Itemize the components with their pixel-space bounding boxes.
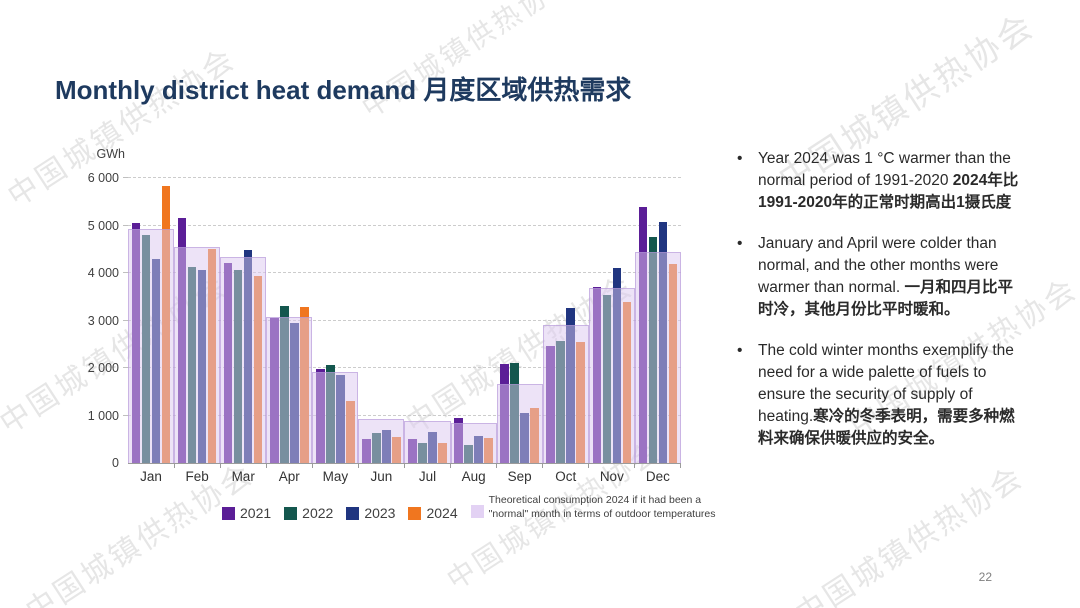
month-group-Jul [404, 178, 452, 468]
legend-label-2022: 2022 [302, 505, 334, 521]
bullet-2-text-en: January and April were colder than norma… [758, 235, 999, 296]
legend-item-2021: 2021 [222, 505, 271, 521]
month-group-Apr [266, 178, 313, 468]
y-axis-label-6000: 6 000 [87, 171, 119, 185]
bullet-marker: • [737, 235, 743, 252]
legend-label-2024: 2024 [426, 505, 458, 521]
x-axis-label-Mar: Mar [231, 469, 255, 484]
y-axis-label-4000: 4 000 [87, 266, 119, 280]
theoretical-bar-Nov [588, 288, 635, 463]
theoretical-bar-Oct [542, 324, 589, 463]
bullet-2-text-zh: 一月和四月比平时冷，其他月份比平时暖和。 [758, 279, 1013, 318]
gridline-6000 [128, 177, 681, 178]
month-group-Dec [634, 178, 682, 468]
bullet-3: • The cold winter months exemplify the ne… [735, 340, 1027, 450]
month-group-Jan [128, 178, 175, 468]
theoretical-bar-Mar [220, 257, 267, 463]
month-group-May [312, 178, 359, 468]
legend-item-2022: 2022 [284, 505, 333, 521]
legend-item-2024: 2024 [408, 505, 458, 521]
month-group-Feb [174, 178, 221, 468]
y-axis-label-3000: 3 000 [87, 313, 119, 328]
theoretical-bar-May [312, 371, 359, 463]
heat-demand-bar-chart: 0 1 000 2 000 3 000 4 000 5 000 6 000 [88, 171, 682, 470]
y-tick [123, 272, 128, 273]
y-axis-label-0: 0 [112, 456, 119, 470]
bullet-1-text-en: Year 2024 was 1 °C warmer than the norma… [758, 150, 1011, 189]
bullet-1: • Year 2024 was 1 °C warmer than the norm… [735, 148, 1027, 214]
x-axis-label-May: May [322, 469, 349, 484]
legend-label-2021: 2021 [240, 505, 272, 521]
bar-group-Aug [451, 178, 497, 463]
x-axis-label-Jun: Jun [370, 469, 393, 484]
bullet-marker: • [737, 150, 743, 167]
month-group-Nov [588, 178, 636, 468]
x-axis-labels: Jan Feb Mar Apr May Jun Jul Aug Sep Oct Nov Dec [128, 469, 681, 484]
month-group-Sep [496, 178, 544, 468]
legend-swatch-2021 [222, 506, 235, 520]
month-group-Mar [220, 178, 267, 468]
legend-label-theoretical: Theoretical consumption 2024 if it had b… [488, 494, 716, 520]
theoretical-bar-Jul [404, 421, 451, 463]
legend-swatch-2023 [346, 506, 360, 520]
y-tick [123, 319, 128, 321]
theoretical-bar-Jun [358, 418, 405, 463]
watermark-text: 中国城镇供热协会 [790, 460, 1030, 608]
month-group-Oct [542, 178, 590, 468]
bullet-3-text-zh: 寒冷的冬季表明，需要多种燃料来确保供暖供应的安全。 [758, 408, 1015, 447]
page-number: 22 [978, 570, 992, 584]
gridline-1000 [128, 414, 681, 416]
bullet-marker: • [737, 342, 743, 359]
x-axis-label-Oct: Oct [555, 469, 577, 484]
x-axis-label-Aug: Aug [461, 469, 486, 484]
x-axis-label-Jan: Jan [140, 469, 162, 484]
slide-title: Monthly district heat demand 月度区域供热需求 [55, 75, 632, 105]
x-axis-label-Sep: Sep [507, 469, 532, 484]
y-axis-label-1000: 1 000 [87, 408, 119, 423]
x-axis-label-Apr: Apr [278, 469, 300, 484]
gridline-3000 [128, 319, 681, 321]
month-group-Aug [450, 178, 498, 468]
bullet-1-text-zh: 2024年比1991-2020年的正常时期高出1摄氏度 [758, 172, 1019, 211]
month-group-Jun [358, 178, 406, 468]
x-axis-label-Dec: Dec [645, 469, 670, 484]
legend-swatch-theoretical [470, 505, 484, 518]
y-tick [123, 414, 128, 416]
bullet-3-text-en: The cold winter months exemplify the nee… [758, 342, 1014, 425]
legend-swatch-2024 [408, 506, 422, 520]
legend-label-2023: 2023 [364, 505, 396, 521]
watermark-text: 中国城镇供热协会 [356, 0, 582, 124]
y-tick [123, 177, 128, 178]
gridline-2000 [128, 367, 681, 368]
x-axis-label-Feb: Feb [185, 469, 209, 484]
gridline-5000 [128, 224, 681, 226]
theoretical-bar-Feb [174, 246, 221, 463]
theoretical-bar-Apr [266, 316, 313, 463]
y-tick [123, 224, 128, 226]
chart-legend: 2021 2022 2023 2024 Theoretical consumpt… [222, 494, 717, 522]
legend-item-2023: 2023 [346, 505, 395, 521]
y-tick [123, 367, 128, 368]
y-axis-label-5000: 5 000 [87, 218, 119, 233]
theoretical-bar-Dec [634, 251, 681, 463]
legend-item-theoretical: Theoretical consumption 2024 if it had b… [470, 494, 717, 522]
x-axis-label-Nov: Nov [599, 469, 624, 484]
theoretical-bar-Sep [496, 384, 543, 463]
theoretical-bar-Jan [128, 228, 175, 463]
notes-panel: • Year 2024 was 1 °C warmer than the norm… [735, 148, 1027, 469]
bullet-2: • January and April were colder than norm… [735, 233, 1027, 321]
x-axis-label-Jul: Jul [418, 469, 437, 484]
y-axis-unit-label: GWh [96, 147, 125, 161]
theoretical-bar-Aug [450, 423, 497, 463]
legend-swatch-2022 [284, 506, 298, 520]
y-axis-label-2000: 2 000 [87, 361, 119, 375]
gridline-4000 [128, 272, 681, 273]
